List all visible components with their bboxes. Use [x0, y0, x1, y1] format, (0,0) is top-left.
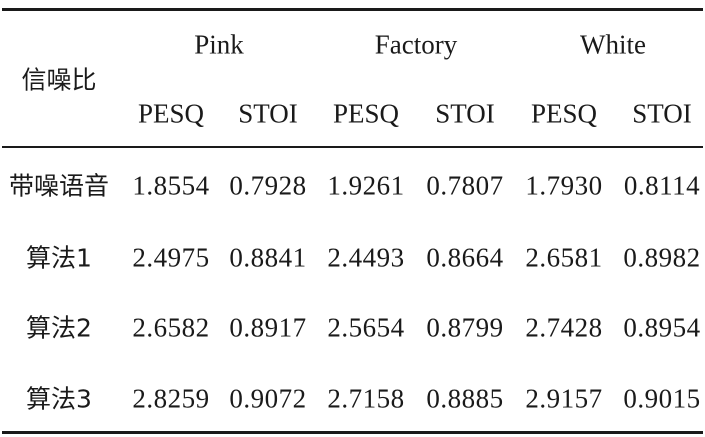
- row-label: 算法2: [26, 313, 92, 343]
- table-cell: 2.7158: [327, 383, 405, 414]
- metric-header: PESQ: [332, 98, 400, 129]
- row-header-label: 信噪比: [21, 65, 97, 95]
- table-top-rule: [2, 8, 703, 11]
- noise-type-pink: Pink: [194, 29, 244, 60]
- table-cell: 0.7928: [229, 170, 307, 201]
- table-cell: 2.8259: [132, 383, 210, 414]
- noise-type-factory: Factory: [374, 29, 458, 60]
- table-cell: 0.8799: [426, 312, 504, 343]
- table-cell: 0.8114: [623, 170, 701, 201]
- table-cell: 2.6582: [132, 312, 210, 343]
- table-cell: 1.8554: [132, 170, 210, 201]
- table-cell: 2.4975: [132, 242, 210, 273]
- table-cell: 0.9015: [623, 383, 701, 414]
- table-cell: 2.6581: [525, 242, 603, 273]
- metric-header: PESQ: [137, 98, 205, 129]
- table-cell: 0.8982: [623, 242, 701, 273]
- table-cell: 0.9072: [229, 383, 307, 414]
- metric-header: PESQ: [530, 98, 598, 129]
- row-label: 算法1: [26, 243, 92, 273]
- row-label: 带噪语音: [8, 171, 110, 201]
- table-cell: 0.7807: [426, 170, 504, 201]
- table-cell: 0.8841: [229, 242, 307, 273]
- table-cell: 1.9261: [327, 170, 405, 201]
- table-bottom-rule: [2, 431, 703, 434]
- metric-header: STOI: [238, 98, 298, 129]
- table-cell: 2.4493: [327, 242, 405, 273]
- table-cell: 1.7930: [525, 170, 603, 201]
- table-cell: 0.8917: [229, 312, 307, 343]
- table-cell: 0.8664: [426, 242, 504, 273]
- table-cell: 0.8954: [623, 312, 701, 343]
- row-label: 算法3: [26, 384, 92, 414]
- noise-type-white: White: [580, 29, 646, 60]
- metric-header: STOI: [435, 98, 495, 129]
- table-cell: 2.9157: [525, 383, 603, 414]
- table-cell: 0.8885: [426, 383, 504, 414]
- table-cell: 2.7428: [525, 312, 603, 343]
- table-header-rule: [2, 146, 703, 148]
- table-cell: 2.5654: [327, 312, 405, 343]
- metric-header: STOI: [632, 98, 692, 129]
